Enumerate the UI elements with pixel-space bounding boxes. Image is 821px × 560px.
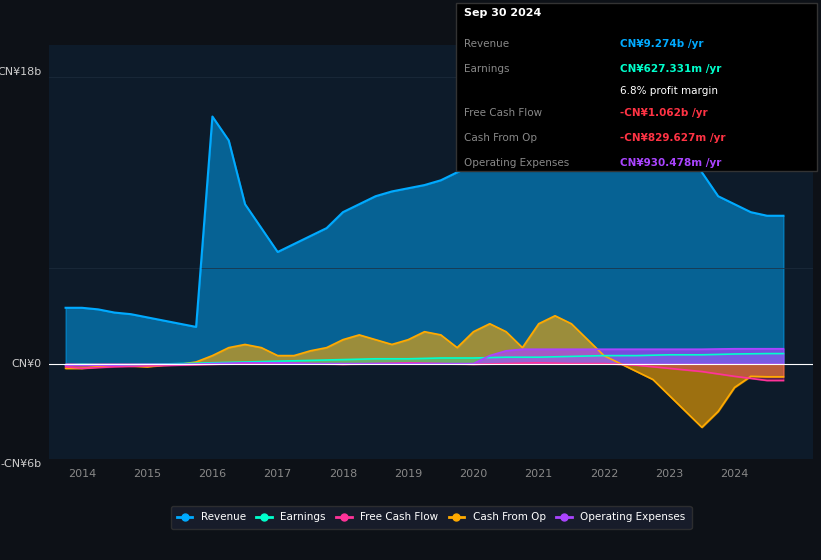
Text: Cash From Op: Cash From Op [464, 133, 537, 143]
Text: Operating Expenses: Operating Expenses [464, 158, 569, 169]
Text: Revenue: Revenue [464, 39, 509, 49]
Legend: Revenue, Earnings, Free Cash Flow, Cash From Op, Operating Expenses: Revenue, Earnings, Free Cash Flow, Cash … [171, 506, 691, 529]
Text: -CN¥6b: -CN¥6b [1, 459, 42, 469]
Text: 6.8% profit margin: 6.8% profit margin [620, 86, 718, 96]
Text: Free Cash Flow: Free Cash Flow [464, 108, 542, 118]
Text: CN¥18b: CN¥18b [0, 67, 42, 77]
Text: CN¥9.274b /yr: CN¥9.274b /yr [620, 39, 704, 49]
Text: CN¥627.331m /yr: CN¥627.331m /yr [620, 64, 721, 74]
Text: -CN¥1.062b /yr: -CN¥1.062b /yr [620, 108, 708, 118]
Text: -CN¥829.627m /yr: -CN¥829.627m /yr [620, 133, 726, 143]
Text: Earnings: Earnings [464, 64, 509, 74]
Text: CN¥930.478m /yr: CN¥930.478m /yr [620, 158, 721, 169]
Text: CN¥0: CN¥0 [11, 358, 42, 368]
Text: Sep 30 2024: Sep 30 2024 [464, 8, 541, 18]
